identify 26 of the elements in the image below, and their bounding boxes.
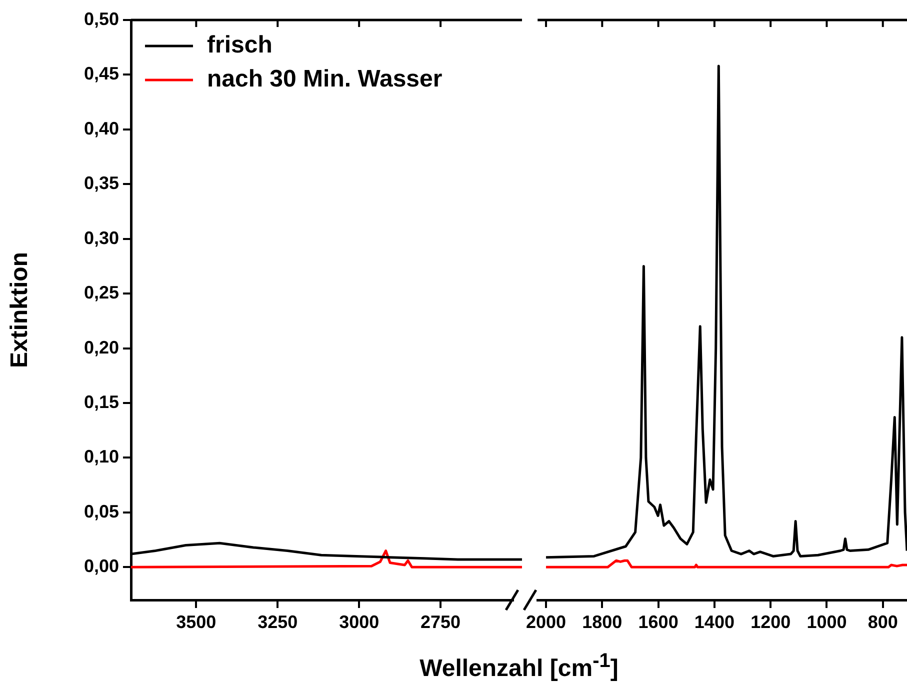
y-tick-label: 0,40 — [84, 118, 119, 138]
y-tick-label: 0,25 — [84, 282, 119, 303]
x-tick-label: 1600 — [638, 612, 678, 632]
y-tick-label: 0,45 — [84, 64, 119, 84]
x-tick-label: 1200 — [750, 612, 791, 632]
y-axis-title: Extinktion — [6, 252, 34, 368]
x-tick-label: 3000 — [339, 612, 380, 632]
x-axis-title: Wellenzahl [cm$^{-1}$] — [418, 650, 620, 683]
legend-label: nach 30 Min. Wasser — [207, 66, 442, 93]
x-tick-label: 800 — [868, 612, 898, 632]
x-tick-label: 1800 — [582, 612, 622, 632]
y-tick-label: 0,50 — [84, 8, 119, 29]
y-tick-label: 0,20 — [84, 337, 119, 358]
legend-label: frisch — [207, 32, 272, 59]
x-tick-label: 3500 — [176, 612, 216, 632]
y-tick-label: 0,15 — [84, 392, 119, 412]
y-tick-label: 0,05 — [84, 501, 119, 522]
y-tick-label: 0,10 — [84, 446, 119, 467]
y-tick-label: 0,00 — [84, 556, 119, 576]
x-tick-label: 1400 — [694, 612, 734, 632]
x-tick-label: 1000 — [806, 612, 847, 632]
y-tick-label: 0,30 — [84, 228, 119, 248]
x-tick-label: 2750 — [420, 612, 461, 632]
y-tick-label: 0,35 — [84, 173, 119, 194]
x-tick-label: 2000 — [526, 612, 566, 632]
x-tick-label: 3250 — [258, 612, 298, 632]
